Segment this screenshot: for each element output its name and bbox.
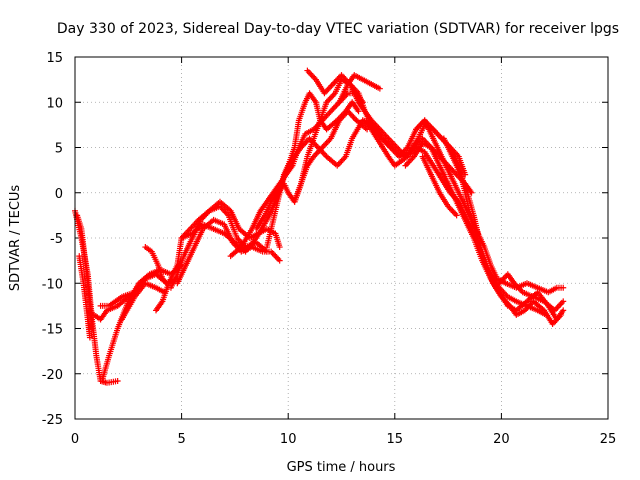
y-tick-label: -20 xyxy=(42,368,63,383)
series-track-8 xyxy=(142,244,170,287)
x-tick-label: 0 xyxy=(71,432,79,447)
series-track-23 xyxy=(419,153,460,219)
series-track-1 xyxy=(72,207,121,386)
x-tick-label: 15 xyxy=(387,432,404,447)
data-point xyxy=(276,244,283,251)
data-point xyxy=(376,85,383,92)
y-axis-label: SDTVAR / TECUs xyxy=(8,185,23,292)
series-track-15 xyxy=(263,117,394,251)
series-track-7 xyxy=(118,280,168,323)
x-tick-label: 25 xyxy=(600,432,617,447)
data-point xyxy=(355,108,362,115)
data-point xyxy=(114,377,121,384)
x-tick-label: 20 xyxy=(493,432,510,447)
plot-frame xyxy=(74,56,609,420)
series-track-22 xyxy=(413,117,567,296)
data-point xyxy=(560,284,567,291)
series-track-24 xyxy=(440,135,481,237)
y-tick-label: -25 xyxy=(42,413,63,428)
data-point xyxy=(560,298,567,305)
x-tick-label: 10 xyxy=(280,432,297,447)
series-track-3 xyxy=(76,253,93,341)
axis-ticks: 0 5 10 15 20 25 -25 -20 -15 -10 -5 0 5 10 15 xyxy=(42,51,617,447)
plot-area xyxy=(72,67,567,386)
y-tick-label: 15 xyxy=(46,51,63,66)
x-axis-label: GPS time / hours xyxy=(287,460,396,475)
chart-title: Day 330 of 2023, Sidereal Day-to-day VTE… xyxy=(57,21,619,37)
grid xyxy=(75,57,608,419)
data-point xyxy=(276,257,283,264)
y-tick-label: -10 xyxy=(42,277,63,292)
data-point xyxy=(560,307,567,314)
y-tick-label: 10 xyxy=(46,96,63,111)
y-tick-label: 5 xyxy=(55,142,63,157)
data-point xyxy=(453,212,460,219)
y-tick-label: -5 xyxy=(50,232,63,247)
data-point xyxy=(474,230,481,237)
x-tick-label: 5 xyxy=(177,432,185,447)
series-track-21 xyxy=(402,139,567,323)
y-tick-label: 0 xyxy=(55,187,63,202)
series-track-2 xyxy=(74,212,96,332)
series-track-25 xyxy=(496,271,567,314)
data-point xyxy=(86,334,93,341)
data-point xyxy=(89,325,96,332)
series-track-18 xyxy=(336,72,383,106)
y-tick-label: -15 xyxy=(42,323,63,338)
